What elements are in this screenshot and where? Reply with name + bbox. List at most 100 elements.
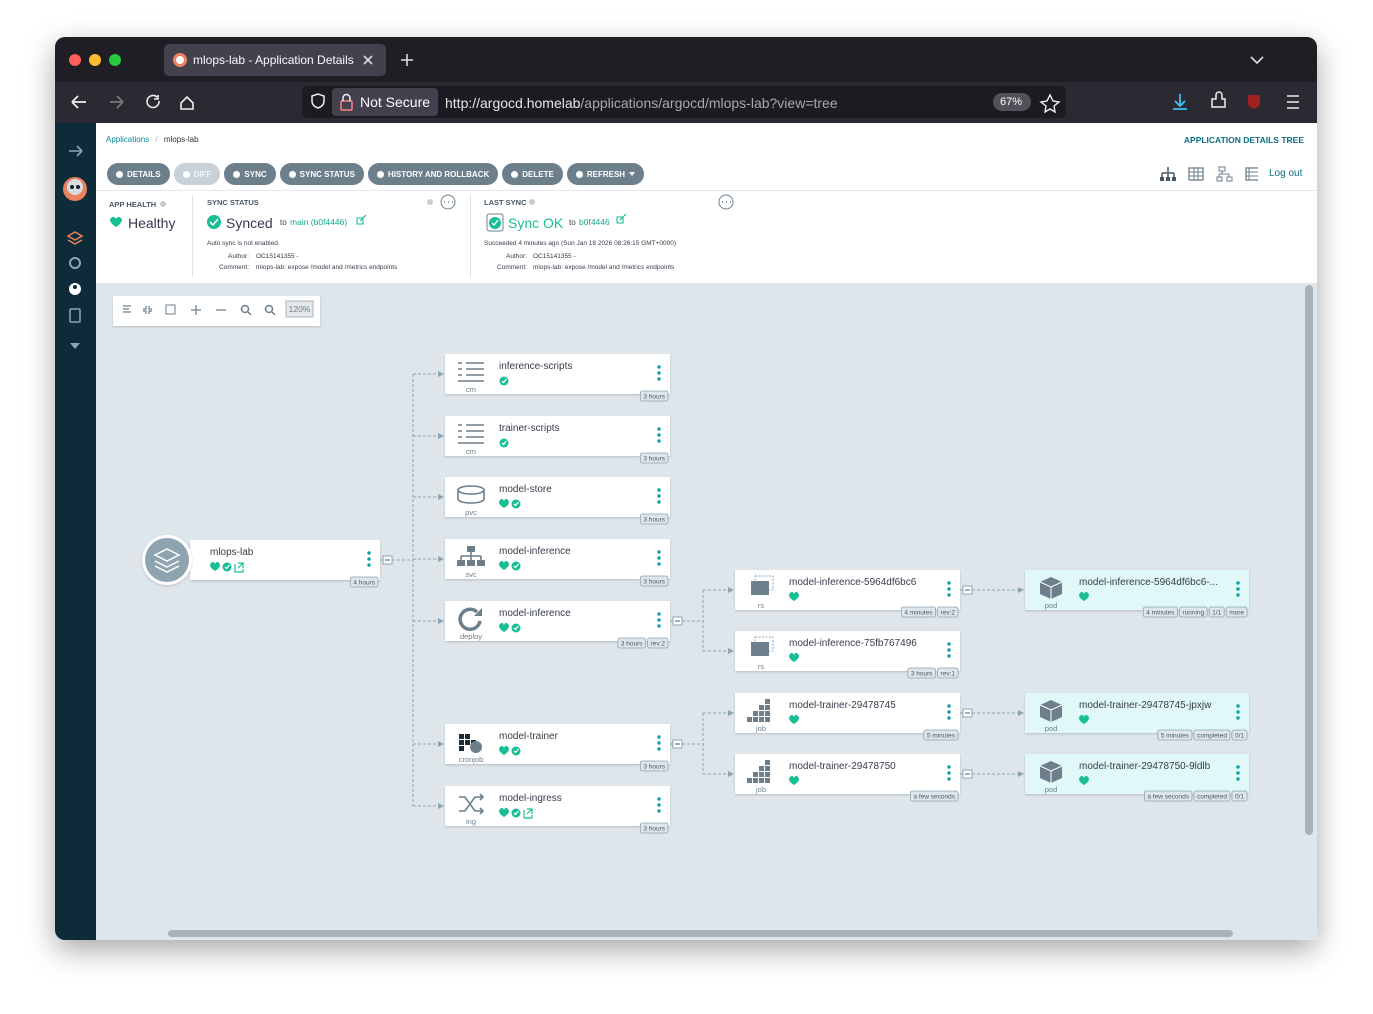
menu-dot[interactable] xyxy=(657,747,661,751)
resource-card[interactable] xyxy=(190,540,380,580)
menu-dot[interactable] xyxy=(657,427,661,431)
menu-dot[interactable] xyxy=(1236,581,1240,585)
menu-dot[interactable] xyxy=(657,562,661,566)
sync-revision[interactable]: main (b0f4446) xyxy=(290,217,348,227)
health-icon xyxy=(499,745,509,755)
menu-dot[interactable] xyxy=(947,765,951,769)
menu-dot[interactable] xyxy=(657,365,661,369)
menu-dot[interactable] xyxy=(367,551,371,555)
menu-dot[interactable] xyxy=(657,550,661,554)
toolbar-button[interactable]: HISTORY AND ROLLBACK xyxy=(367,163,499,185)
resource-card[interactable] xyxy=(445,601,670,641)
menu-dot[interactable] xyxy=(1236,771,1240,775)
menu-dot[interactable] xyxy=(947,581,951,585)
menu-dot[interactable] xyxy=(657,500,661,504)
menu-dot[interactable] xyxy=(657,741,661,745)
health-icon xyxy=(789,714,799,724)
kind-icon xyxy=(747,717,752,722)
resource-card[interactable] xyxy=(445,724,670,764)
resource-card[interactable] xyxy=(445,477,670,517)
menu-dot[interactable] xyxy=(947,777,951,781)
menu-dot[interactable] xyxy=(947,587,951,591)
logout[interactable]: Log out xyxy=(1269,168,1303,179)
menu-dot[interactable] xyxy=(657,624,661,628)
menu-dot[interactable] xyxy=(947,648,951,652)
toolbar-button[interactable]: DELETE xyxy=(502,163,563,185)
menu-dot[interactable] xyxy=(947,593,951,597)
menu-dot[interactable] xyxy=(1236,587,1240,591)
tab-title[interactable]: mlops-lab - Application Details xyxy=(193,53,354,67)
toolbar-button[interactable]: DETAILS xyxy=(107,163,170,185)
menu-dot[interactable] xyxy=(657,439,661,443)
security-label[interactable]: Not Secure xyxy=(360,94,431,110)
toolbar-button[interactable]: REFRESH xyxy=(566,163,645,185)
resource-card[interactable] xyxy=(445,786,670,826)
tag xyxy=(349,576,379,588)
toolbar-button[interactable]: DIFF xyxy=(173,163,221,185)
menu-dot[interactable] xyxy=(947,710,951,714)
menu-dot[interactable] xyxy=(947,704,951,708)
tag xyxy=(1142,606,1178,618)
menu-dot[interactable] xyxy=(947,654,951,658)
toolbar-button[interactable]: SYNC STATUS xyxy=(279,163,364,185)
button-label: DELETE xyxy=(522,169,554,179)
view-switch[interactable] xyxy=(1158,165,1258,183)
tag xyxy=(907,667,936,679)
health-icon xyxy=(499,498,509,508)
tag-label: completed xyxy=(1197,794,1227,801)
resource-card[interactable] xyxy=(1025,570,1249,610)
url[interactable]: http://argocd.homelab/applications/argoc… xyxy=(445,95,838,111)
menu-dot[interactable] xyxy=(1236,593,1240,597)
kind-icon xyxy=(458,362,484,382)
menu-dot[interactable] xyxy=(657,377,661,381)
menu-dot[interactable] xyxy=(947,642,951,646)
resource-card[interactable] xyxy=(1025,754,1249,794)
menu-dot[interactable] xyxy=(657,488,661,492)
resource-card[interactable] xyxy=(735,693,960,733)
status-icons xyxy=(110,194,734,232)
zoom-level[interactable]: 67% xyxy=(1000,96,1023,108)
resource-card[interactable] xyxy=(1025,693,1249,733)
menu-dot[interactable] xyxy=(657,803,661,807)
menu-dot[interactable] xyxy=(1236,765,1240,769)
menu-dot[interactable] xyxy=(657,433,661,437)
menu-dot[interactable] xyxy=(657,494,661,498)
tag-label: a few seconds xyxy=(913,794,955,801)
health-icon xyxy=(210,561,220,571)
resource-card[interactable] xyxy=(445,416,670,456)
menu-dot[interactable] xyxy=(657,371,661,375)
menu-dot[interactable] xyxy=(657,735,661,739)
menu-dot[interactable] xyxy=(657,556,661,560)
graph-zoom[interactable]: 120% xyxy=(289,304,311,314)
link-icon[interactable] xyxy=(234,562,244,573)
last-sync-value: Sync OK xyxy=(508,215,564,231)
kind-icon xyxy=(467,546,475,552)
graph-area xyxy=(96,283,1317,940)
menu-dot[interactable] xyxy=(657,809,661,813)
resource-card[interactable] xyxy=(445,539,670,579)
toolbar-button[interactable]: SYNC xyxy=(224,163,276,185)
tag xyxy=(1231,729,1248,741)
resource-card[interactable] xyxy=(735,754,960,794)
menu-dot[interactable] xyxy=(1236,710,1240,714)
menu-dot[interactable] xyxy=(367,557,371,561)
menu-dot[interactable] xyxy=(1236,777,1240,781)
menu-dot[interactable] xyxy=(367,563,371,567)
menu-dot[interactable] xyxy=(1236,704,1240,708)
menu-dot[interactable] xyxy=(657,618,661,622)
menu-dot[interactable] xyxy=(1236,716,1240,720)
menu-dot[interactable] xyxy=(947,771,951,775)
menu-dot[interactable] xyxy=(657,797,661,801)
health-icon xyxy=(499,622,509,632)
last-sync-revision[interactable]: b0f4446 xyxy=(579,217,610,227)
breadcrumb-link[interactable]: Applications xyxy=(106,135,150,144)
resource-card[interactable] xyxy=(445,354,670,394)
tag xyxy=(639,575,669,587)
menu-dot[interactable] xyxy=(657,612,661,616)
menu-dot[interactable] xyxy=(947,716,951,720)
kind-label: job xyxy=(755,724,766,733)
kind-icon xyxy=(465,740,470,745)
link-icon[interactable] xyxy=(523,808,533,819)
chrome-icons xyxy=(55,44,1317,123)
resource-name: model-trainer-29478745-jpxjw xyxy=(1079,700,1212,711)
